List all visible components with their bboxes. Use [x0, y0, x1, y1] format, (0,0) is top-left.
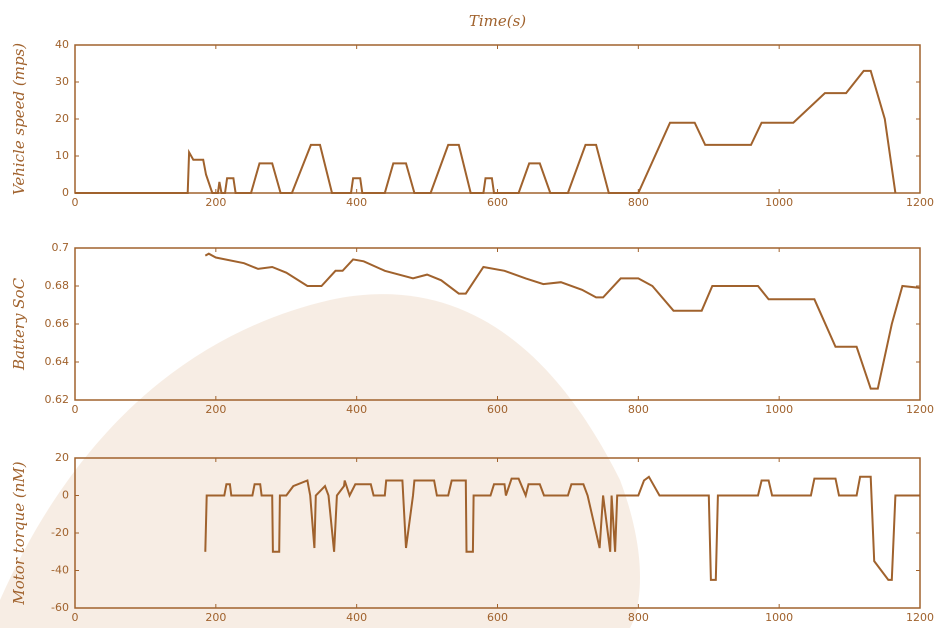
x-tick-label: 1200 — [906, 196, 934, 209]
y-tick-label: 10 — [55, 149, 69, 162]
y-tick-label: 0 — [62, 186, 69, 199]
y-tick-label: 0 — [62, 489, 69, 502]
x-tick-label: 1000 — [765, 611, 793, 624]
x-tick-label: 800 — [628, 196, 649, 209]
x-tick-label: 800 — [628, 611, 649, 624]
y-axis-label: Vehicle speed (mps) — [10, 43, 28, 195]
y-tick-label: -40 — [51, 564, 69, 577]
x-tick-label: 600 — [487, 611, 508, 624]
x-tick-label: 1000 — [765, 196, 793, 209]
x-tick-label: 200 — [205, 403, 226, 416]
x-tick-label: 0 — [72, 196, 79, 209]
y-axis-label: Motor torque (nM) — [10, 461, 28, 605]
x-tick-label: 1200 — [906, 403, 934, 416]
y-tick-label: 40 — [55, 38, 69, 51]
x-tick-label: 600 — [487, 403, 508, 416]
y-tick-label: 20 — [55, 112, 69, 125]
x-tick-label: 200 — [205, 611, 226, 624]
y-tick-label: 20 — [55, 451, 69, 464]
x-tick-label: 600 — [487, 196, 508, 209]
x-tick-label: 400 — [346, 403, 367, 416]
y-axis-label: Battery SoC — [10, 277, 28, 371]
x-tick-label: 200 — [205, 196, 226, 209]
figure: Time(s)Vehicle speed (mps)02004006008001… — [0, 0, 937, 628]
x-tick-label: 0 — [72, 403, 79, 416]
y-tick-label: 0.68 — [45, 279, 70, 292]
y-tick-label: 0.64 — [45, 355, 70, 368]
y-tick-label: 0.66 — [45, 317, 70, 330]
y-tick-label: 0.7 — [52, 241, 70, 254]
chart-title: Time(s) — [469, 12, 526, 30]
x-tick-label: 400 — [346, 196, 367, 209]
x-tick-label: 800 — [628, 403, 649, 416]
x-tick-label: 0 — [72, 611, 79, 624]
y-tick-label: -60 — [51, 601, 69, 614]
y-tick-label: 30 — [55, 75, 69, 88]
y-tick-label: 0.62 — [45, 393, 70, 406]
x-tick-label: 400 — [346, 611, 367, 624]
y-tick-label: -20 — [51, 526, 69, 539]
x-tick-label: 1000 — [765, 403, 793, 416]
x-tick-label: 1200 — [906, 611, 934, 624]
